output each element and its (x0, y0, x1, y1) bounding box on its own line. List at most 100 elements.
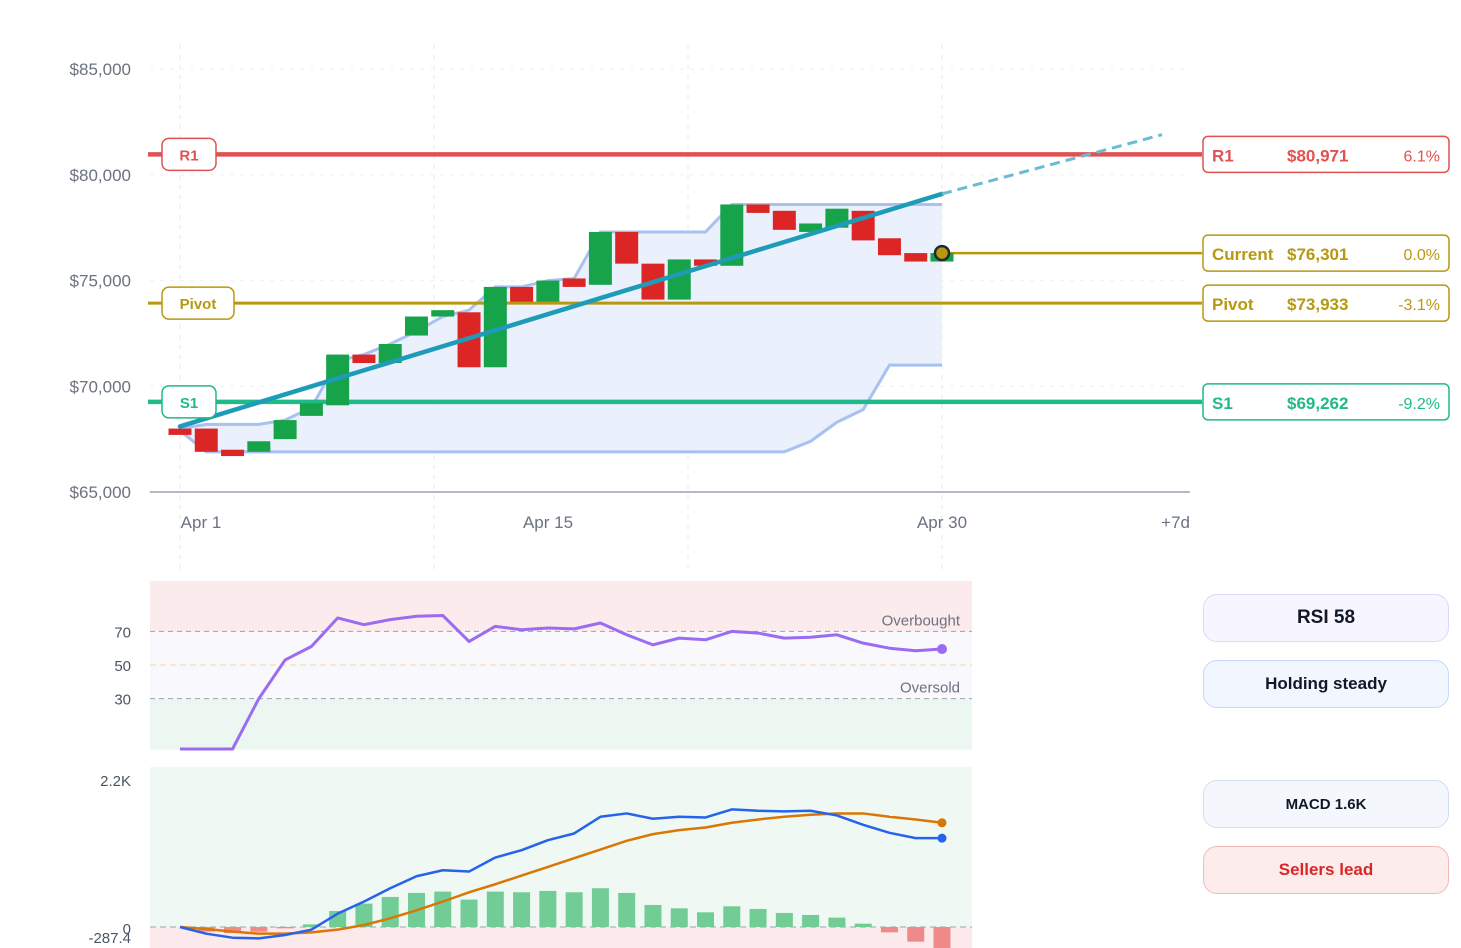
macd-histogram-bar (224, 927, 242, 934)
candle (904, 253, 928, 262)
candle (510, 286, 534, 302)
rsi-tick-label: 50 (114, 658, 131, 675)
level-tag-pivot: Pivot (161, 286, 235, 320)
level-label-pct: -3.1% (1398, 297, 1440, 314)
level-label-name: S1 (1212, 394, 1233, 413)
macd-histogram-bar (644, 904, 662, 927)
rsi-line (180, 613, 943, 751)
candle (299, 403, 323, 416)
x-tick-label: +7d (1161, 513, 1190, 532)
macd-tick-label: 2.2K (100, 773, 131, 790)
macd-histogram-bar (276, 927, 294, 929)
rsi-oversold-zone (150, 698, 972, 749)
level-tag-box (161, 137, 217, 172)
candle (720, 204, 744, 266)
rsi-badge-label: RSI 58 (1296, 607, 1356, 628)
macd-signal-end-dot (937, 818, 947, 828)
level-tag-r1: R1 (161, 137, 217, 172)
candle (221, 449, 245, 457)
macd-histogram-bar (670, 908, 688, 927)
macd-histogram-bar (933, 927, 951, 948)
candle (352, 354, 376, 364)
level-label-s1: S1 $69,262 -9.2% (1202, 383, 1450, 421)
macd-end-dot (937, 833, 947, 843)
level-label-pct: 6.1% (1404, 148, 1440, 165)
y-tick-label: $85,000 (70, 60, 131, 79)
candle (667, 259, 691, 300)
candle (746, 204, 770, 213)
candle (247, 441, 271, 452)
channel-fill (180, 204, 942, 452)
macd-histogram-bar (539, 890, 557, 927)
candle (588, 231, 612, 285)
macd-histogram-bar (880, 927, 898, 933)
level-label-name: R1 (1212, 146, 1234, 165)
rsi-status-badge: Holding steady (1203, 660, 1449, 708)
rsi-status-label: Holding steady (1265, 674, 1387, 693)
macd-badge: MACD 1.6K (1203, 780, 1449, 828)
macd-histogram-bar (697, 912, 715, 927)
macd-histogram-bar (250, 927, 268, 932)
level-label-current: Current $76,301 0.0% (1202, 234, 1450, 272)
level-label-box (1202, 284, 1450, 322)
level-label-box (1202, 234, 1450, 272)
x-tick-label: Apr 1 (181, 513, 222, 532)
macd-panel-bg (150, 767, 972, 948)
macd-histogram-bar (591, 888, 609, 927)
channel-lower-line (179, 363, 942, 454)
rsi-overbought-zone (150, 581, 972, 632)
y-tick-label: $75,000 (70, 272, 131, 291)
rsi-badge: RSI 58 (1203, 594, 1449, 642)
level-label-pivot: Pivot $73,933 -3.1% (1202, 284, 1450, 322)
macd-negative-zone (150, 927, 972, 948)
level-tag-text: R1 (179, 147, 198, 164)
macd-histogram-bar (302, 924, 320, 927)
macd-histogram-bar (460, 899, 478, 927)
trend-line (177, 191, 945, 429)
rsi-tick-label: 30 (114, 692, 131, 709)
macd-badge-label: MACD 1.6K (1285, 795, 1367, 813)
level-label-box (1202, 135, 1450, 174)
macd-histogram-bar (723, 906, 741, 927)
candle (483, 286, 507, 368)
level-label-price: $69,262 (1287, 394, 1348, 413)
candle (404, 316, 428, 336)
y-tick-label: $70,000 (70, 377, 131, 396)
macd-histogram-bar (775, 912, 793, 927)
candle (562, 278, 586, 287)
rsi-tick-label: 70 (114, 624, 131, 641)
macd-histogram-bar (513, 892, 531, 927)
level-label-name: Pivot (1212, 295, 1254, 314)
macd-histogram-bar (749, 908, 767, 927)
candle (615, 231, 639, 264)
candle (799, 223, 823, 232)
level-tag-box (161, 286, 235, 320)
macd-status-badge: Sellers lead (1203, 846, 1449, 894)
x-tick-label: Apr 15 (523, 513, 573, 532)
macd-histogram-bar (434, 891, 452, 927)
level-label-box (1202, 383, 1450, 421)
macd-histogram-bar (486, 891, 504, 927)
trend-projection-line (941, 133, 1163, 196)
rsi-oversold-label: Oversold (900, 680, 960, 697)
level-label-price: $73,933 (1287, 295, 1348, 314)
candle (168, 428, 192, 435)
candle (694, 259, 718, 266)
candle (877, 238, 901, 256)
level-label-pct: -9.2% (1398, 396, 1440, 413)
macd-histogram-bar (618, 892, 636, 927)
candle (431, 310, 455, 317)
level-tag-box (161, 385, 217, 419)
current-price-dot (933, 244, 951, 262)
candle (536, 280, 560, 302)
macd-histogram-bar (854, 923, 872, 927)
level-tag-text: S1 (180, 395, 198, 412)
level-tag-s1: S1 (161, 385, 217, 419)
macd-tick-label: -287.4 (88, 930, 131, 947)
level-tag-text: Pivot (180, 296, 217, 313)
candle (772, 210, 796, 230)
macd-signal-line (179, 812, 943, 935)
macd-histogram-bar (828, 917, 846, 927)
candle (273, 420, 297, 440)
